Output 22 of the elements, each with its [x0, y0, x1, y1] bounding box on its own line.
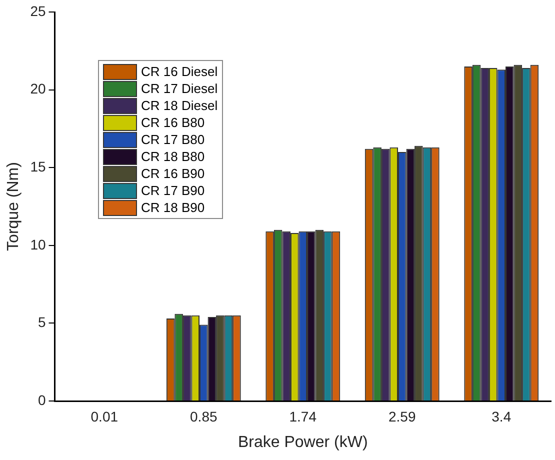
y-tick-label: 20	[30, 80, 46, 97]
legend-label: CR 18 B90	[141, 200, 205, 215]
legend-label: CR 16 B90	[141, 166, 205, 181]
legend-label: CR 17 B80	[141, 132, 205, 147]
x-tick-label: 0.01	[90, 408, 118, 424]
y-tick-label: 10	[30, 236, 46, 252]
x-tick-label: 3.4	[492, 408, 512, 424]
x-axis-title: Brake Power (kW)	[238, 434, 368, 451]
y-tick-label: 5	[38, 314, 46, 330]
x-tick-label: 1.74	[289, 408, 317, 424]
y-tick-label: 25	[30, 2, 46, 19]
y-tick-label: 0	[38, 392, 46, 408]
legend-label: CR 17 Diesel	[141, 81, 218, 96]
legend-label: CR 18 B80	[141, 149, 205, 164]
legend-label: CR 16 Diesel	[141, 64, 218, 79]
y-axis-title: Torque (Nm)	[5, 162, 22, 251]
x-tick-label: 0.85	[190, 408, 218, 424]
legend-label: CR 18 Diesel	[141, 98, 218, 113]
legend-label: CR 16 B80	[141, 115, 205, 130]
y-tick-label: 15	[30, 158, 46, 174]
x-tick-label: 2.59	[388, 408, 416, 424]
legend-label: CR 17 B90	[141, 183, 205, 198]
